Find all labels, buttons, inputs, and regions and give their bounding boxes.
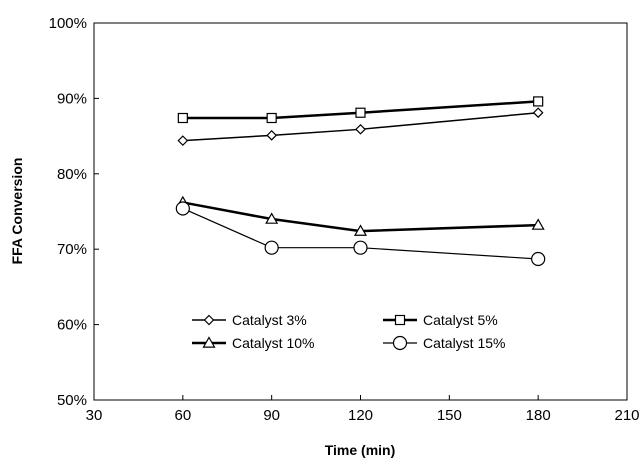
legend-swatch-marker	[394, 314, 406, 326]
series-catalyst-5pct	[177, 96, 544, 124]
data-point-catalyst-15pct	[353, 240, 368, 255]
series-catalyst-10pct	[176, 195, 545, 236]
y-tick-label: 50%	[57, 392, 87, 409]
x-tick-label: 210	[614, 407, 639, 424]
y-axis-title: FFA Conversion	[9, 158, 25, 265]
y-tick-label: 100%	[49, 15, 87, 32]
legend-item-catalyst-3pct: Catalyst 3%	[192, 312, 307, 328]
plot-area-frame	[93, 22, 628, 401]
x-axis-ticks: 30 60 90 120 150 180 210	[86, 395, 640, 424]
data-point-catalyst-3pct	[532, 107, 544, 119]
x-tick-label: 120	[348, 407, 373, 424]
series-catalyst-15pct	[175, 201, 546, 267]
data-point-catalyst-5pct	[533, 96, 544, 107]
x-tick-label: 150	[437, 407, 462, 424]
legend-label: Catalyst 5%	[423, 312, 498, 328]
legend-item-catalyst-10pct: Catalyst 10%	[192, 335, 314, 351]
data-point-catalyst-15pct	[264, 240, 279, 255]
x-tick-label: 90	[263, 407, 280, 424]
data-point-catalyst-3pct	[266, 129, 278, 141]
y-tick-label: 80%	[57, 166, 87, 183]
series-line-catalyst-5pct	[182, 100, 539, 120]
legend-item-catalyst-5pct: Catalyst 5%	[383, 312, 498, 328]
x-tick-label: 30	[86, 407, 103, 424]
legend: Catalyst 3% Catalyst 5% Catalyst 10% Cataly…	[192, 312, 505, 351]
data-point-catalyst-15pct	[175, 201, 190, 216]
data-point-catalyst-10pct	[531, 218, 545, 230]
data-point-catalyst-3pct	[177, 135, 189, 146]
data-point-catalyst-15pct	[531, 251, 546, 267]
data-point-catalyst-3pct	[355, 123, 366, 135]
legend-label: Catalyst 3%	[232, 312, 307, 328]
data-point-catalyst-5pct	[177, 112, 188, 124]
legend-label: Catalyst 15%	[423, 335, 505, 351]
data-point-catalyst-10pct	[265, 212, 279, 224]
legend-swatch-marker	[392, 335, 408, 351]
data-point-catalyst-5pct	[355, 107, 366, 118]
data-point-catalyst-10pct	[353, 224, 368, 236]
series-layer	[175, 96, 546, 267]
legend-label: Catalyst 10%	[232, 335, 314, 351]
x-tick-label: 60	[174, 407, 191, 424]
series-line-catalyst-10pct	[182, 201, 539, 233]
legend-item-catalyst-15pct: Catalyst 15%	[383, 335, 505, 351]
y-tick-label: 60%	[57, 317, 87, 334]
legend-swatch-marker	[202, 336, 216, 348]
data-point-catalyst-5pct	[266, 112, 277, 124]
legend-swatch-marker	[203, 314, 215, 326]
x-axis-title: Time (min)	[325, 442, 396, 458]
y-axis-ticks: 50% 60% 70% 80% 90% 100%	[49, 15, 99, 409]
series-line-catalyst-3pct	[182, 111, 539, 142]
y-tick-label: 90%	[57, 90, 87, 107]
series-catalyst-3pct	[177, 107, 544, 146]
series-line-catalyst-15pct	[182, 207, 539, 260]
y-tick-label: 70%	[57, 241, 87, 258]
x-tick-label: 180	[526, 407, 551, 424]
